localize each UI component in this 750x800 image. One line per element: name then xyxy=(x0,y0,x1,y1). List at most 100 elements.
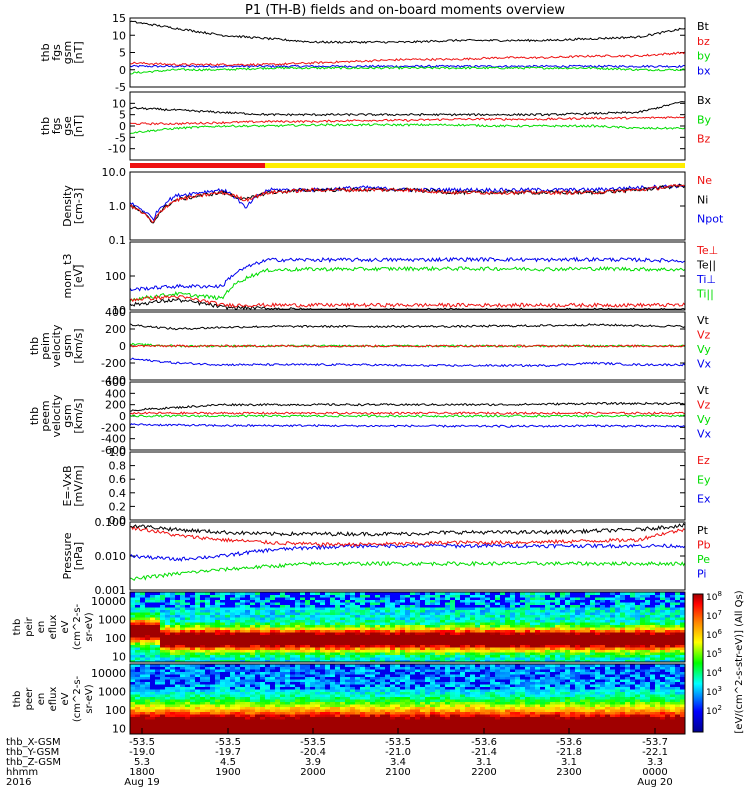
spectrogram-cell xyxy=(265,684,271,687)
spectrogram-cell xyxy=(245,634,251,638)
spectrogram-cell xyxy=(150,701,156,705)
spectrogram-cell xyxy=(320,659,326,663)
spectrogram-cell xyxy=(605,612,611,615)
spectrogram-cell xyxy=(255,612,261,615)
spectrogram-cell xyxy=(435,627,441,630)
spectrogram-cell xyxy=(275,592,281,595)
spectrogram-cell xyxy=(370,634,376,638)
spectrogram-cell xyxy=(630,619,636,623)
spectrogram-cell xyxy=(240,676,246,680)
spectrogram-cell xyxy=(165,666,171,670)
spectrogram-cell xyxy=(195,612,201,615)
spectrogram-cell xyxy=(240,612,246,615)
spectrogram-cell xyxy=(165,629,171,633)
spectrogram-cell xyxy=(440,607,446,610)
spectrogram-cell xyxy=(445,657,451,660)
spectrogram-cell xyxy=(285,657,291,660)
spectrogram-cell xyxy=(480,614,486,618)
spectrogram-cell xyxy=(660,659,666,663)
spectrogram-cell xyxy=(250,657,256,660)
spectrogram-cell xyxy=(375,622,381,625)
spectrogram-cell xyxy=(135,612,141,615)
spectrogram-cell xyxy=(295,594,301,598)
spectrogram-cell xyxy=(230,706,236,710)
spectrogram-cell xyxy=(365,674,371,677)
spectrogram-cell xyxy=(385,729,391,732)
spectrogram-cell xyxy=(555,657,561,660)
spectrogram-cell xyxy=(255,686,261,690)
spectrogram-cell xyxy=(550,617,556,620)
spectrogram-cell xyxy=(355,696,361,700)
spectrogram-cell xyxy=(400,642,406,645)
spectrogram-cell xyxy=(145,612,151,615)
spectrogram-cell xyxy=(445,629,451,633)
spectrogram-cell xyxy=(370,709,376,712)
spectrogram-cell xyxy=(335,629,341,633)
spectrogram-cell xyxy=(405,657,411,660)
spectrogram-cell xyxy=(460,604,466,608)
spectrogram-cell xyxy=(600,614,606,618)
spectrogram-cell xyxy=(245,731,251,735)
spectrogram-cell xyxy=(305,719,311,722)
spectrogram-cell xyxy=(275,594,281,598)
spectrogram-cell xyxy=(335,634,341,638)
spectrogram-cell xyxy=(420,617,426,620)
spectrogram-cell xyxy=(260,714,266,717)
spectrogram-cell xyxy=(395,706,401,710)
spectrogram-cell xyxy=(150,664,156,667)
spectrogram-cell xyxy=(150,612,156,615)
spectrogram-cell xyxy=(165,709,171,712)
spectrogram-cell xyxy=(285,659,291,663)
spectrogram-cell xyxy=(145,619,151,623)
spectrogram-cell xyxy=(635,647,641,650)
spectrogram-cell xyxy=(435,624,441,628)
spectrogram-cell xyxy=(635,592,641,595)
spectrogram-cell xyxy=(355,639,361,643)
spectrogram-cell xyxy=(230,604,236,608)
spectrogram-cell xyxy=(430,612,436,615)
spectrogram-cell xyxy=(360,592,366,595)
spectrogram-cell xyxy=(345,684,351,687)
spectrogram-cell xyxy=(300,592,306,595)
spectrogram-cell xyxy=(325,639,331,643)
spectrogram-cell xyxy=(250,701,256,705)
spectrogram-cell xyxy=(615,599,621,603)
spectrogram-cell xyxy=(175,637,181,640)
spectrogram-cell xyxy=(210,607,216,610)
spectrogram-cell xyxy=(440,639,446,643)
spectrogram-cell xyxy=(410,671,416,675)
spectrogram-cell xyxy=(205,721,211,725)
spectrogram-cell xyxy=(165,639,171,643)
spectrogram-cell xyxy=(350,696,356,700)
spectrogram-cell xyxy=(160,706,166,710)
spectrogram-cell xyxy=(440,647,446,650)
spectrogram-cell xyxy=(255,622,261,625)
spectrogram-cell xyxy=(520,622,526,625)
spectrogram-cell xyxy=(225,666,231,670)
spectrogram-cell xyxy=(230,714,236,717)
spectrogram-cell xyxy=(430,594,436,598)
spectrogram-cell xyxy=(230,639,236,643)
spectrogram-cell xyxy=(155,657,161,660)
spectrogram-cell xyxy=(515,652,521,655)
spectrogram-cell xyxy=(155,607,161,610)
spectrogram-cell xyxy=(555,599,561,603)
spectrogram-cell xyxy=(265,694,271,697)
spectrogram-cell xyxy=(360,597,366,600)
spectrogram-cell xyxy=(660,612,666,615)
spectrogram-cell xyxy=(275,731,281,735)
spectrogram-cell xyxy=(340,657,346,660)
spectrogram-cell xyxy=(640,609,646,613)
spectrogram-cell xyxy=(380,726,386,730)
spectrogram-cell xyxy=(650,644,656,648)
spectrogram-cell xyxy=(235,674,241,677)
spectrogram-cell xyxy=(385,731,391,735)
spectrogram-cell xyxy=(155,689,161,692)
spectrogram-cell xyxy=(220,614,226,618)
spectrogram-cell xyxy=(200,691,206,695)
spectrogram-cell xyxy=(220,674,226,677)
spectrogram-cell xyxy=(470,654,476,658)
spectrogram-cell xyxy=(575,614,581,618)
spectrogram-cell xyxy=(300,599,306,603)
spectrogram-cell xyxy=(410,637,416,640)
